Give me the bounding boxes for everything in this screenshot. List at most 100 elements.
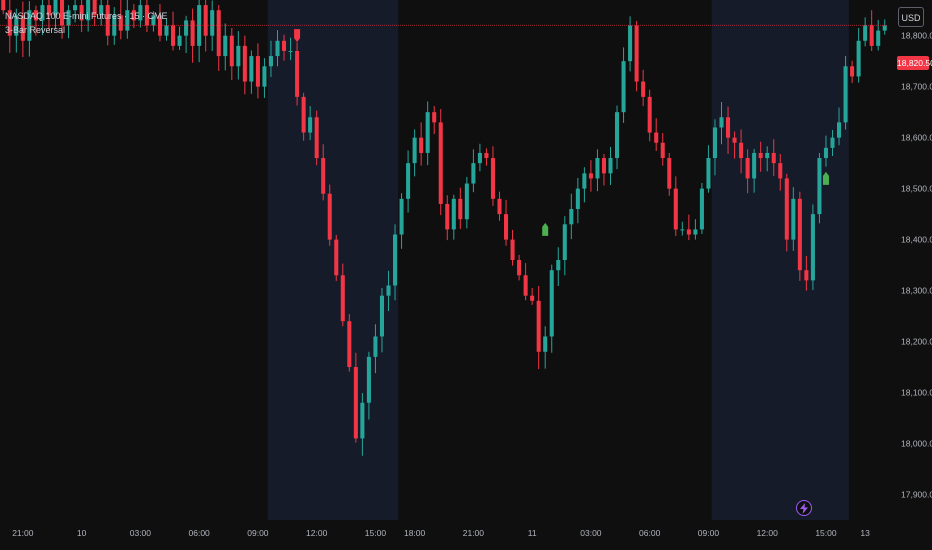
currency-button[interactable]: USD — [898, 7, 924, 27]
candle — [823, 135, 828, 167]
x-tick-label: 09:00 — [698, 528, 720, 538]
candle — [510, 229, 515, 266]
candle — [791, 187, 796, 251]
candle — [504, 199, 509, 246]
candle — [138, 0, 143, 28]
candles — [1, 0, 887, 456]
candle — [784, 173, 789, 252]
candle — [275, 30, 280, 67]
candle — [660, 133, 665, 166]
candle — [60, 0, 65, 39]
y-tick-label: 18,200.00 — [901, 337, 932, 347]
candle — [810, 204, 815, 291]
indicator-name[interactable]: 3-Bar Reversal — [5, 25, 66, 35]
session-shade-1 — [711, 0, 849, 520]
x-tick-label: 03:00 — [130, 528, 152, 538]
y-tick-label: 18,500.00 — [901, 184, 932, 194]
session-shading — [267, 0, 849, 520]
candle — [601, 153, 606, 186]
candle — [203, 0, 208, 52]
candle — [484, 148, 489, 166]
chart-legend: NASDAQ 100 E-mini Futures · 15 · CME 3-B… — [5, 9, 168, 37]
x-tick-label: 15:00 — [815, 528, 837, 538]
y-tick-label: 17,900.00 — [901, 490, 932, 500]
candle — [157, 4, 162, 42]
y-tick-label: 18,000.00 — [901, 439, 932, 449]
candle — [562, 216, 567, 276]
candle — [249, 50, 254, 94]
candle — [732, 131, 737, 159]
x-tick-label: 06:00 — [639, 528, 661, 538]
candle — [438, 109, 443, 216]
candle — [530, 288, 535, 305]
candle — [856, 28, 861, 83]
candle — [301, 92, 306, 141]
candle — [73, 0, 78, 23]
candle — [210, 0, 215, 51]
symbol-title: NASDAQ 100 E-mini Futures · 15 · CME — [5, 11, 168, 21]
candle — [490, 146, 495, 206]
candle — [66, 5, 71, 39]
candle — [549, 264, 554, 353]
candle — [837, 107, 842, 146]
candle — [556, 247, 561, 286]
candle — [197, 0, 202, 63]
candle — [353, 352, 358, 443]
candle — [582, 167, 587, 203]
candle — [575, 177, 580, 224]
candle — [699, 183, 704, 234]
bearish-signal-marker — [294, 29, 301, 43]
candle — [105, 0, 110, 46]
x-tick-label: 03:00 — [580, 528, 602, 538]
candle — [360, 393, 365, 456]
x-tick-label: 12:00 — [757, 528, 779, 538]
candle — [615, 105, 620, 170]
x-tick-label: 09:00 — [247, 528, 269, 538]
candle — [464, 176, 469, 229]
candle — [432, 106, 437, 135]
x-tick-label: 11 — [528, 528, 537, 538]
candle — [673, 176, 678, 237]
candle — [288, 37, 293, 61]
candle — [79, 0, 84, 33]
lightning-bolt-icon[interactable] — [796, 500, 812, 516]
x-tick-label: 13 — [860, 528, 870, 538]
candle — [282, 34, 287, 61]
candle — [797, 191, 802, 281]
candle — [229, 28, 234, 81]
candle — [1, 0, 6, 15]
candle — [216, 5, 221, 71]
bullish-signal-marker — [822, 171, 829, 185]
candle — [86, 0, 91, 32]
candle — [268, 40, 273, 77]
candle — [739, 129, 744, 174]
candle — [445, 195, 450, 241]
candle — [425, 101, 430, 166]
candle — [451, 194, 456, 240]
candle — [386, 270, 391, 311]
candle — [321, 144, 326, 201]
candle — [314, 110, 319, 166]
candle — [46, 0, 51, 30]
y-tick-label: 18,100.00 — [901, 388, 932, 398]
candle — [752, 148, 757, 193]
candle — [654, 118, 659, 151]
candle — [706, 145, 711, 193]
x-tick-label: 21:00 — [12, 528, 34, 538]
candle — [340, 263, 345, 327]
candle — [92, 0, 97, 26]
candle — [171, 11, 176, 51]
candle — [406, 150, 411, 213]
candle — [164, 18, 169, 41]
candle — [379, 288, 384, 353]
candle — [745, 149, 750, 194]
x-tick-label: 21:00 — [463, 528, 485, 538]
candle — [628, 16, 633, 72]
time-axis: 21:00 10 03:00 06:00 09:00 12:00 15:00 18:00 21:… — [12, 528, 870, 538]
candle — [543, 326, 548, 369]
y-tick-label: 18,800.00 — [901, 31, 932, 41]
candle — [399, 193, 404, 249]
x-tick-label: 12:00 — [306, 528, 328, 538]
candle — [262, 58, 267, 98]
